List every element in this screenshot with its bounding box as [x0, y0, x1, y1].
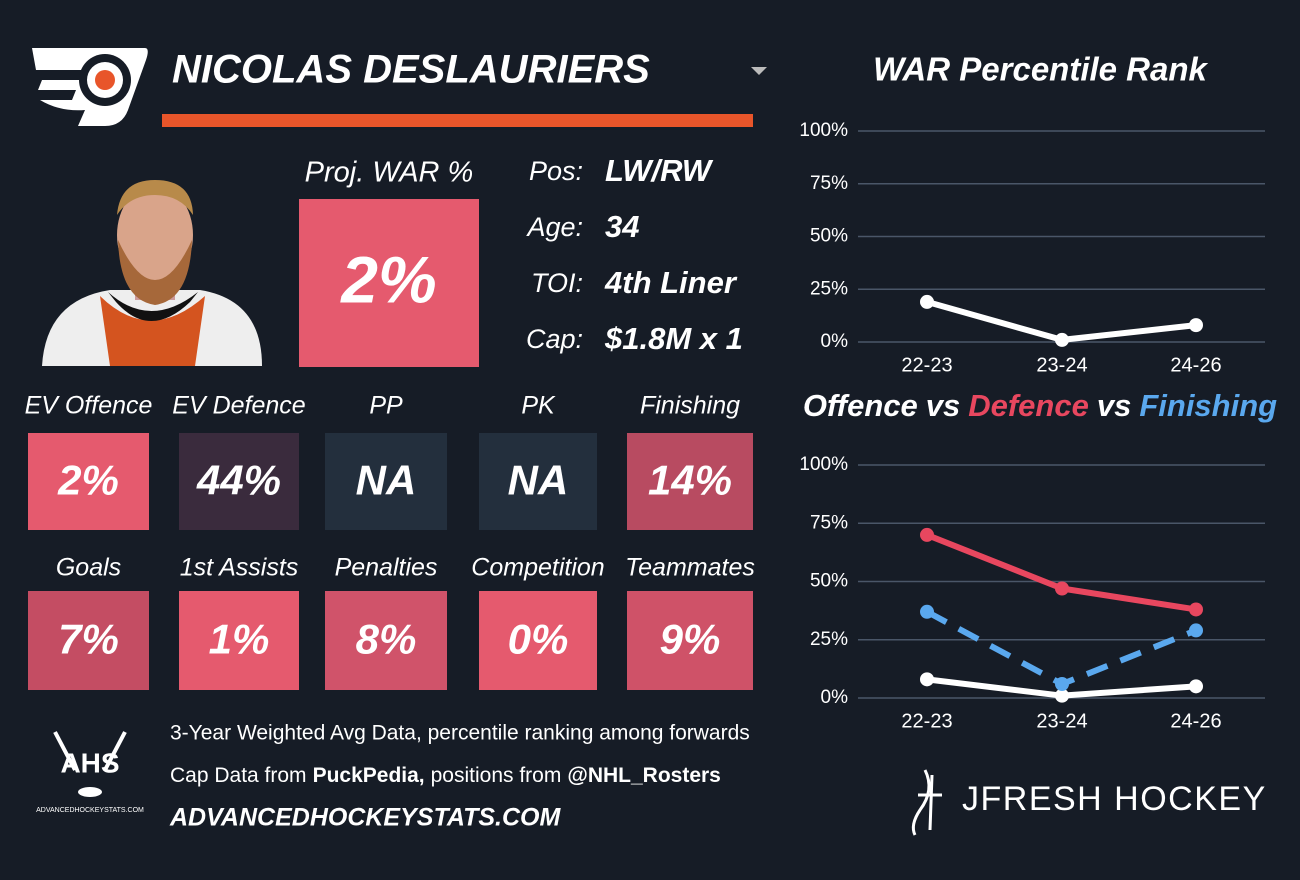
y-tick-label: 25% [810, 629, 848, 650]
x-tick-label: 22-23 [901, 354, 952, 376]
data-point [1189, 679, 1203, 694]
data-point [1055, 332, 1069, 347]
tile-value: 2% [57, 457, 119, 504]
tile-label: PK [521, 392, 556, 420]
info-label: Cap: [526, 324, 583, 354]
x-tick-label: 23-24 [1036, 710, 1087, 732]
info-value: LW/RW [605, 153, 714, 188]
source-link[interactable]: PuckPedia, [313, 764, 425, 787]
tile-label: Penalties [335, 554, 438, 582]
tile-value: NA [508, 457, 569, 504]
x-tick-label: 23-24 [1036, 354, 1087, 376]
title-series-name: Offence [803, 388, 918, 423]
brand: JFRESH HOCKEY [962, 780, 1267, 818]
title-series-name: Finishing [1139, 388, 1277, 423]
data-point [1055, 581, 1069, 596]
tile-label: 1st Assists [180, 554, 299, 582]
tile-value: 7% [58, 616, 119, 663]
source-text: positions from [431, 764, 562, 787]
tile-value: 0% [508, 616, 569, 663]
tile-value: 44% [196, 457, 281, 504]
tile [627, 591, 753, 690]
data-point [920, 527, 934, 542]
player-name: NICOLAS DESLAURIERS [172, 48, 650, 92]
data-point [1055, 677, 1069, 692]
ahs-logo-url: ADVANCEDHOCKEYSTATS.COM [36, 807, 144, 814]
data-point [1189, 623, 1203, 638]
tile-value: 8% [356, 616, 417, 663]
y-tick-label: 50% [810, 226, 848, 247]
tile [479, 591, 597, 690]
data-point [920, 294, 934, 309]
tile-label: PP [369, 392, 403, 420]
tile [28, 591, 149, 690]
data-point [920, 604, 934, 619]
tile [179, 433, 299, 530]
proj-war-label: Proj. WAR % [305, 157, 474, 189]
ahs-logo-text: AHS [60, 747, 119, 778]
y-tick-label: 0% [821, 331, 849, 352]
info-label: TOI: [531, 268, 583, 298]
tile [28, 433, 149, 530]
tile [627, 433, 753, 530]
y-tick-label: 0% [821, 687, 849, 708]
tile-label: Finishing [640, 392, 740, 420]
data-point [1055, 688, 1069, 703]
tile-label: EV Defence [172, 392, 305, 420]
info-label: Age: [525, 212, 583, 242]
brand-logo [911, 769, 942, 836]
tile [479, 433, 597, 530]
stat-tiles: EV Offence 2% EV Defence 44% PP NA PK NA Finishi… [25, 392, 755, 690]
chart-title: Offence vs Defence vs Finishing [803, 388, 1277, 423]
x-tick-label: 24-26 [1170, 710, 1221, 732]
title-separator: vs [1097, 388, 1131, 423]
tile [325, 591, 447, 690]
source-link[interactable]: @NHL_Rosters [567, 764, 721, 787]
data-point [920, 672, 934, 687]
y-tick-label: 75% [810, 173, 848, 194]
info-value: $1.8M x 1 [604, 321, 743, 356]
tile [179, 591, 299, 690]
x-tick-label: 22-23 [901, 710, 952, 732]
footer-note: 3-Year Weighted Avg Data, percentile ran… [170, 722, 750, 745]
info-label: Pos: [529, 156, 583, 186]
info-value: 4th Liner [604, 265, 738, 300]
source-text: Cap Data from [170, 764, 307, 787]
title-separator: vs [926, 388, 960, 423]
info-value: 34 [605, 209, 639, 244]
proj-war-box [299, 199, 479, 367]
y-tick-label: 100% [799, 120, 848, 141]
website[interactable]: ADVANCEDHOCKEYSTATS.COM [169, 804, 561, 832]
data-point [1189, 602, 1203, 617]
title-series-name: Defence [968, 388, 1089, 423]
player-photo [42, 180, 262, 366]
footer-sources: Cap Data from PuckPedia, positions from @NH… [170, 764, 721, 787]
x-tick-label: 24-26 [1170, 354, 1221, 376]
y-tick-label: 100% [799, 454, 848, 475]
tile-label: Goals [56, 554, 121, 582]
proj-war-value: 2% [339, 242, 436, 316]
name-underline [162, 114, 753, 127]
tile-value: 9% [660, 616, 721, 663]
tile-label: EV Offence [25, 392, 153, 420]
y-tick-label: 50% [810, 571, 848, 592]
team-logo [32, 48, 148, 126]
ahs-logo: AHS ADVANCEDHOCKEYSTATS.COM [36, 731, 144, 814]
data-point [1189, 318, 1203, 333]
tile-value: 1% [209, 616, 270, 663]
tile [325, 433, 447, 530]
chart-title: WAR Percentile Rank [873, 51, 1208, 88]
y-tick-label: 75% [810, 512, 848, 533]
tile-label: Competition [471, 554, 604, 582]
tile-value: NA [356, 457, 417, 504]
y-tick-label: 25% [810, 278, 848, 299]
dropdown-arrow[interactable] [751, 67, 767, 75]
tile-label: Teammates [625, 554, 755, 582]
tile-value: 14% [648, 457, 732, 504]
info-list: Pos: LW/RW Age: 34 TOI: 4th Liner Cap: $1.8M x … [525, 153, 742, 356]
